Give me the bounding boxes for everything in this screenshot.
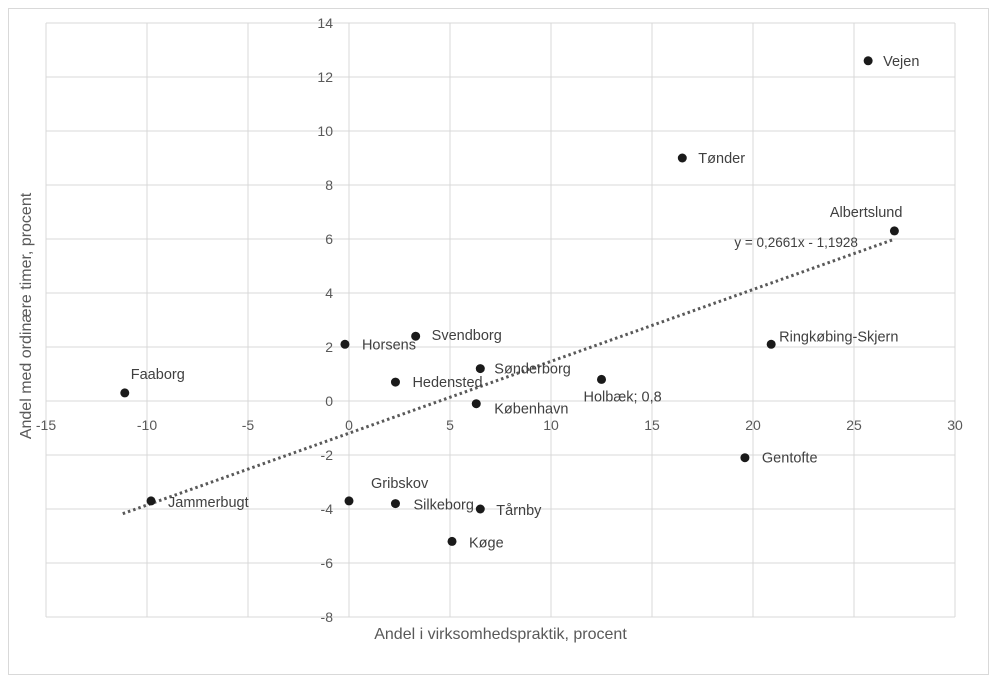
point-label: Faaborg <box>131 367 185 383</box>
data-point <box>344 496 354 506</box>
x-tick-label: 0 <box>345 417 353 433</box>
point-label: Vejen <box>883 54 919 70</box>
y-tick-label: 4 <box>325 285 333 301</box>
x-tick-label: 15 <box>644 417 660 433</box>
data-point <box>889 226 899 236</box>
y-tick-label: -6 <box>321 555 334 571</box>
y-tick-label: 8 <box>325 177 333 193</box>
point-label: Jammerbugt <box>168 495 249 511</box>
y-tick-label: 0 <box>325 393 333 409</box>
point-label: Tønder <box>698 151 745 167</box>
x-tick-label: 10 <box>543 417 559 433</box>
y-tick-label: 2 <box>325 339 333 355</box>
x-tick-label: -5 <box>242 417 255 433</box>
gridlines <box>45 22 956 618</box>
y-tick-label: -2 <box>321 447 334 463</box>
x-tick-label: 25 <box>846 417 862 433</box>
scatter-chart: -15 -10 -5 0 5 10 15 20 25 30 -8 -6 -4 -2 0 2 4 6 8 10 12 14… <box>18 15 963 643</box>
data-point <box>411 331 421 341</box>
point-label: Albertslund <box>830 205 903 221</box>
data-point <box>390 377 400 387</box>
point-label: Silkeborg <box>413 498 473 514</box>
x-axis-title: Andel i virksomhedspraktik, procent <box>374 626 627 643</box>
x-tick-label: 5 <box>446 417 454 433</box>
data-point <box>863 56 873 66</box>
point-label: Køge <box>469 535 504 551</box>
y-axis-tick-labels: -8 -6 -4 -2 0 2 4 6 8 10 12 14 <box>317 15 333 625</box>
y-axis-title: Andel med ordinære timer, procent <box>18 192 35 439</box>
x-tick-label: 30 <box>947 417 963 433</box>
chart-frame: -15 -10 -5 0 5 10 15 20 25 30 -8 -6 -4 -2 0 2 4 6 8 10 12 14… <box>8 8 989 675</box>
point-label: Hedensted <box>412 375 482 391</box>
data-point <box>475 504 485 514</box>
x-tick-label: -10 <box>137 417 157 433</box>
y-tick-label: 14 <box>317 15 333 31</box>
x-axis-tick-labels: -15 -10 -5 0 5 10 15 20 25 30 <box>36 417 963 433</box>
point-label: Svendborg <box>432 328 502 344</box>
data-point <box>471 399 481 409</box>
data-point <box>146 496 156 506</box>
data-point <box>766 339 776 349</box>
point-label: Gentofte <box>762 451 818 467</box>
data-point <box>475 364 485 374</box>
point-label: Holbæk; 0,8 <box>584 389 662 405</box>
data-points <box>120 56 899 546</box>
data-point <box>677 153 687 163</box>
trendline <box>122 237 895 516</box>
x-tick-label: 20 <box>745 417 761 433</box>
point-label: Gribskov <box>371 476 429 492</box>
data-point <box>447 536 457 546</box>
point-label: København <box>494 402 568 418</box>
y-tick-label: -8 <box>321 609 334 625</box>
data-point <box>597 374 606 384</box>
point-label: Sønderborg <box>494 362 571 378</box>
data-point <box>740 453 750 463</box>
y-tick-label: -4 <box>321 501 334 517</box>
point-label: Tårnby <box>496 503 542 519</box>
trendline-group <box>122 237 895 516</box>
y-tick-label: 10 <box>317 123 333 139</box>
trendline-equation: y = 0,2661x - 1,1928 <box>734 235 857 250</box>
point-label: Ringkøbing-Skjern <box>779 329 898 345</box>
data-point <box>340 339 350 349</box>
x-tick-label: -15 <box>36 417 56 433</box>
data-point <box>390 499 400 509</box>
y-tick-label: 12 <box>317 69 333 85</box>
point-label: Horsens <box>362 337 416 353</box>
point-labels: Vejen Tønder Albertslund Ringkøbing-Skjern S… <box>131 54 920 552</box>
y-tick-label: 6 <box>325 231 333 247</box>
data-point <box>120 388 130 398</box>
